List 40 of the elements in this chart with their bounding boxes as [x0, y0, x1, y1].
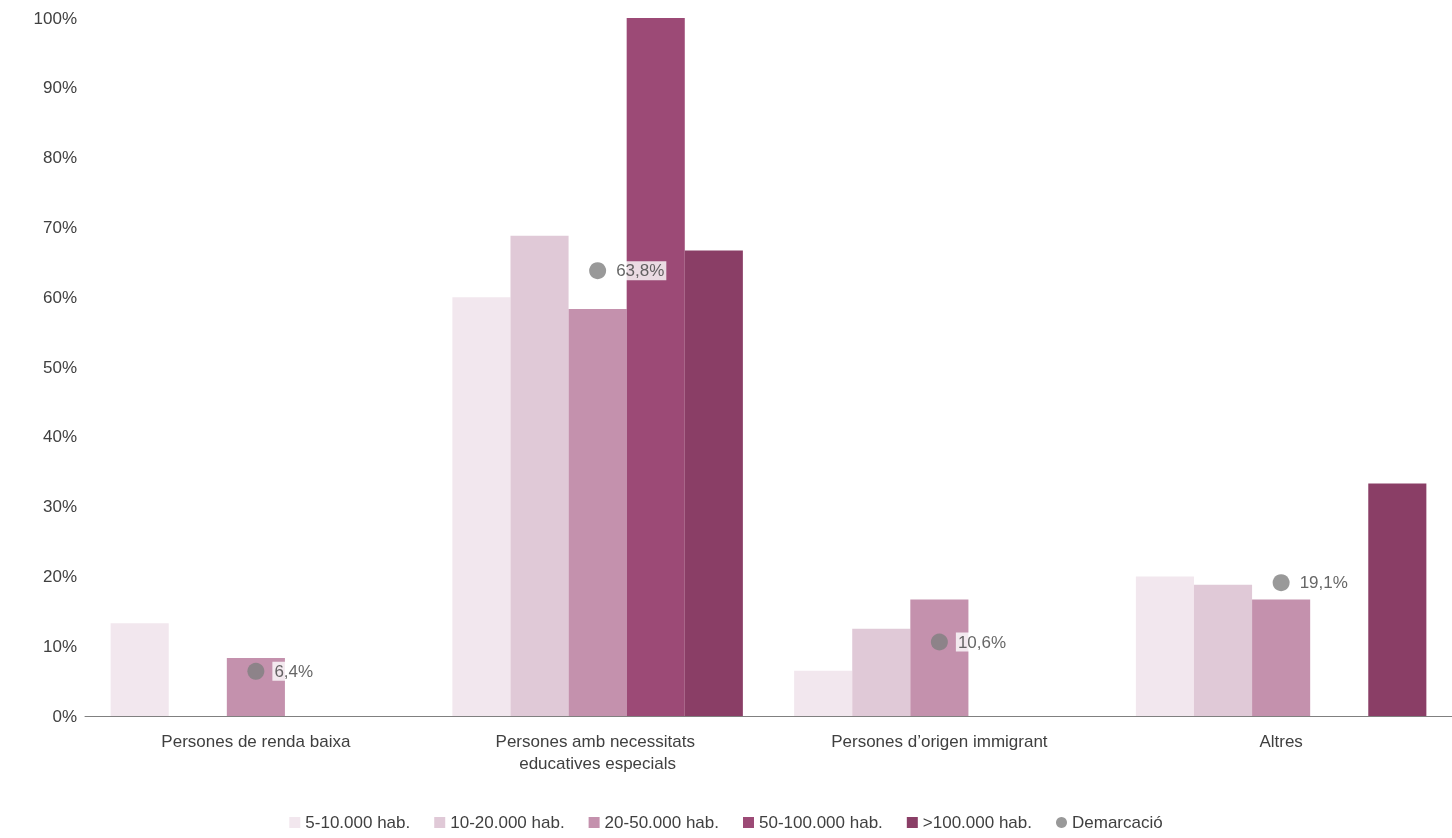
- data-label: 63,8%: [616, 261, 665, 281]
- bar: [852, 628, 911, 716]
- point: [589, 262, 607, 280]
- y-tick-label: 40%: [42, 427, 77, 447]
- legend-label: 20-50.000 hab.: [604, 813, 719, 832]
- bar: [1368, 483, 1427, 716]
- y-tick-label: 100%: [33, 8, 77, 28]
- data-label: 6,4%: [274, 661, 314, 681]
- point: [1272, 574, 1290, 592]
- y-tick-label: 20%: [42, 566, 77, 586]
- bar: [568, 309, 627, 716]
- bar: [110, 623, 169, 716]
- y-tick-label: 50%: [42, 357, 77, 377]
- y-tick-label: 0%: [52, 706, 77, 726]
- y-tick-label: 60%: [42, 287, 77, 307]
- bar: [1252, 599, 1311, 716]
- bar: [1135, 576, 1194, 716]
- bar: [510, 235, 569, 716]
- bar: [684, 250, 743, 716]
- y-tick-label: 80%: [42, 148, 77, 168]
- y-tick-label: 10%: [42, 636, 77, 656]
- legend-label: 5-10.000 hab.: [305, 813, 411, 832]
- x-tick-label: Persones amb necessitats educatives especials: [495, 731, 700, 773]
- legend-label: >100.000 hab.: [922, 813, 1033, 832]
- x-tick-label: Persones de renda baixa: [161, 731, 351, 751]
- bar: [452, 297, 511, 716]
- point: [930, 633, 948, 651]
- bar: [1193, 584, 1253, 716]
- legend-label: Demarcació: [1072, 813, 1163, 832]
- y-tick-label: 90%: [42, 78, 77, 98]
- data-label: 10,6%: [957, 632, 1007, 652]
- point: [247, 662, 265, 680]
- bar: [794, 670, 853, 716]
- y-tick-label: 30%: [42, 497, 77, 517]
- data-label: 19,1%: [1299, 573, 1348, 593]
- x-tick-label: Persones d’origen immigrant: [831, 731, 1048, 751]
- x-tick-label: Altres: [1259, 731, 1303, 751]
- legend-label: 10-20.000 hab.: [450, 813, 565, 832]
- legend-label: 50-100.000 hab.: [758, 813, 883, 832]
- y-tick-label: 70%: [42, 217, 77, 237]
